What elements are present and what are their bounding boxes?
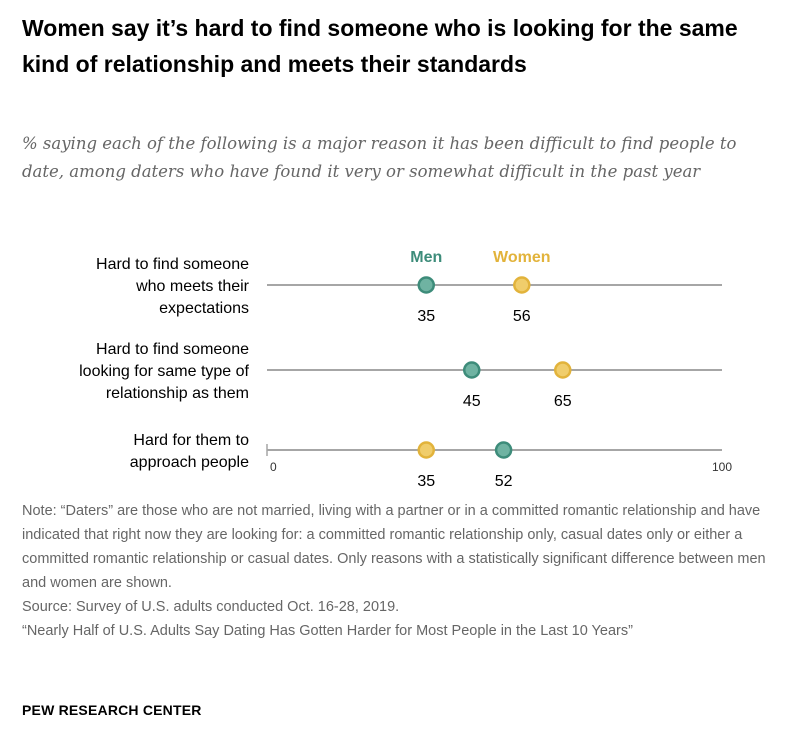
- dot-plot: Hard to find someone who meets their expec…: [79, 249, 732, 490]
- legend-item: Women: [493, 249, 550, 266]
- note-text: Note: “Daters” are those who are not mar…: [22, 503, 766, 591]
- category-label: approach people: [130, 454, 249, 471]
- women-point: [513, 276, 531, 294]
- data-label: 35: [417, 473, 435, 490]
- data-label: 45: [463, 393, 481, 410]
- data-label: 65: [554, 393, 572, 410]
- category-label: who meets their: [135, 278, 250, 295]
- category-label: relationship as them: [106, 385, 249, 402]
- axis-tick-label: 100: [712, 460, 732, 474]
- men-point: [463, 361, 481, 379]
- notes: Note: “Daters” are those who are not mar…: [22, 499, 767, 643]
- women-point: [417, 441, 435, 459]
- category-label: Hard to find someone: [96, 341, 249, 358]
- legend-item: Men: [410, 249, 442, 266]
- report-text: “Nearly Half of U.S. Adults Say Dating H…: [22, 623, 633, 639]
- source-text: Source: Survey of U.S. adults conducted …: [22, 599, 400, 615]
- category-label: looking for same type of: [79, 363, 249, 380]
- women-point: [554, 361, 572, 379]
- chart-title: Women say it’s hard to find someone who …: [22, 15, 738, 77]
- men-point: [417, 276, 435, 294]
- axis-tick-label: 0: [270, 460, 277, 474]
- category-label: expectations: [159, 300, 249, 317]
- data-label: 52: [495, 473, 513, 490]
- category-label: Hard to find someone: [96, 256, 249, 273]
- data-label: 35: [417, 308, 435, 325]
- chart-subtitle: % saying each of the following is a majo…: [22, 134, 737, 181]
- pew-logo-text: PEW RESEARCH CENTER: [22, 702, 202, 718]
- men-point: [494, 441, 513, 459]
- data-label: 56: [513, 308, 531, 325]
- category-label: Hard for them to: [133, 432, 249, 449]
